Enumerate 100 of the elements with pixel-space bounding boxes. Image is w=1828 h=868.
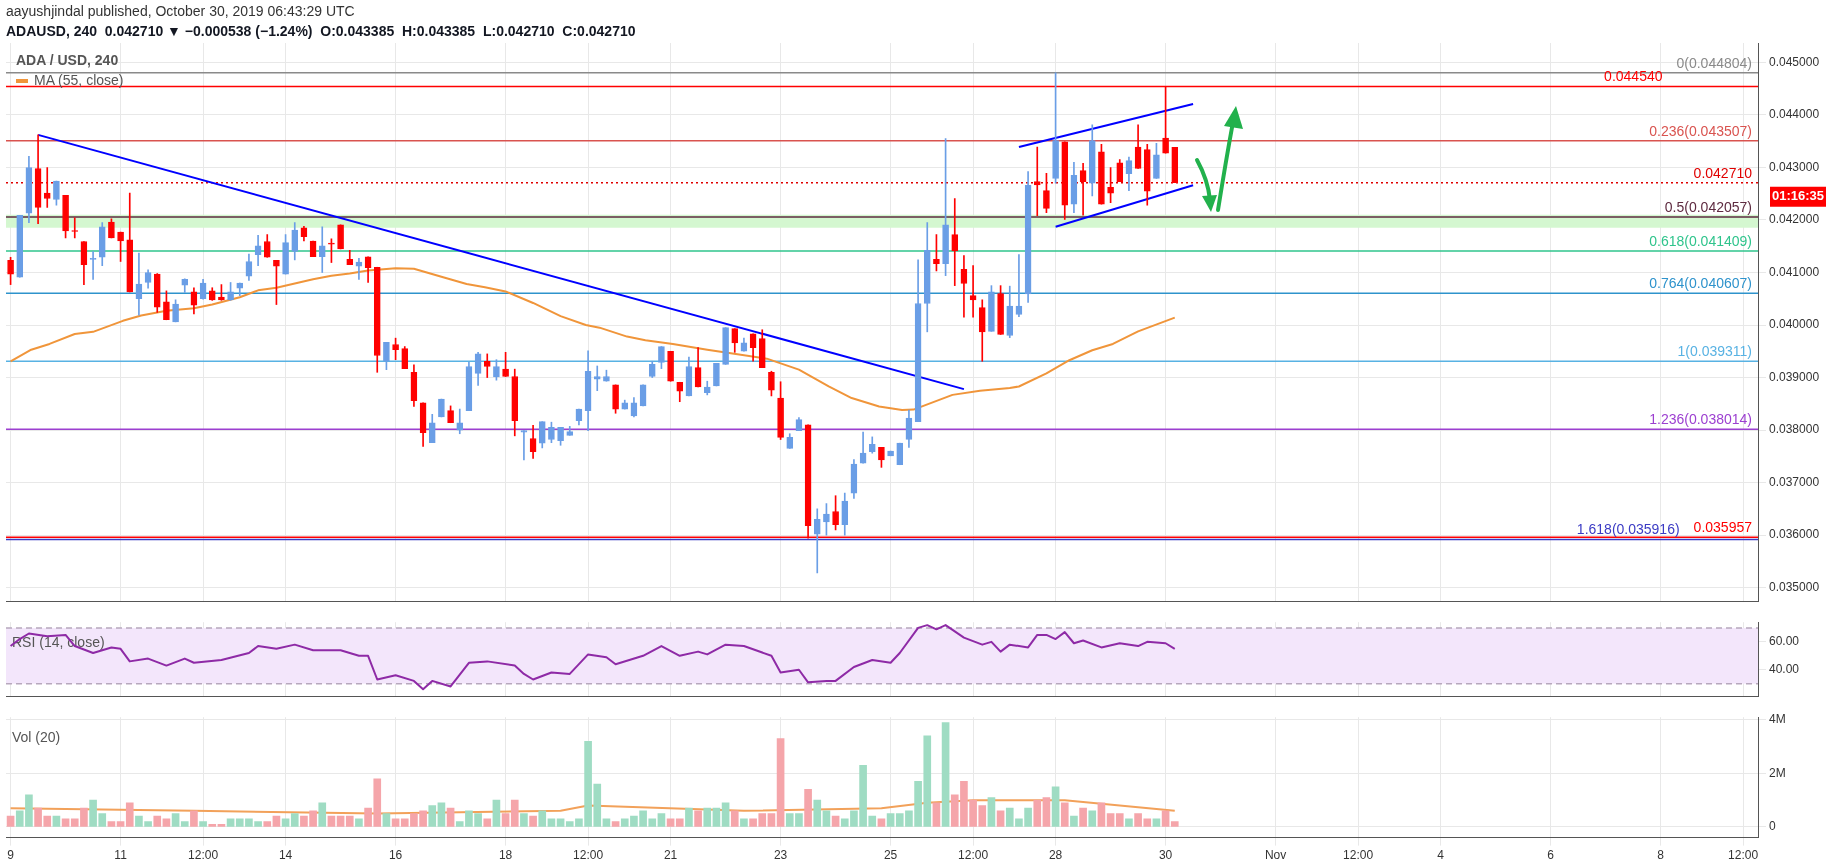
x-tick-label: Nov [1264, 848, 1287, 863]
bar [685, 807, 693, 827]
bar [611, 821, 620, 827]
x-tick-label: 6 [1547, 848, 1555, 863]
x-tick-label: 14 [278, 848, 293, 863]
candlestick [355, 258, 363, 280]
bar [1161, 810, 1170, 827]
ref-line-label: 1.236(0.038014) [1649, 411, 1752, 428]
y-tick-label: 0.045000 [1769, 54, 1820, 69]
y-tick-label: 40.00 [1769, 662, 1800, 677]
bar [336, 815, 345, 827]
bar [153, 815, 162, 827]
x-tick-label: 21 [663, 848, 678, 863]
bar [217, 823, 226, 827]
y-tick-label: 0.043000 [1769, 159, 1820, 174]
bar [501, 813, 510, 827]
bar [767, 813, 776, 827]
candlestick [813, 508, 821, 574]
text: aayushjindal published, October 30, 2019 06:43:29 UTC [6, 2, 355, 19]
bar [1088, 810, 1097, 827]
bar [190, 810, 198, 827]
candlestick [483, 353, 491, 378]
y-tick-label: 0.039000 [1769, 369, 1820, 384]
bar [1051, 786, 1060, 827]
x-tick-label: 18 [498, 848, 513, 863]
x-tick-label: 9 [7, 848, 15, 863]
text: Vol (20) [12, 729, 61, 746]
bar [730, 810, 739, 827]
bar [804, 789, 812, 827]
bar [538, 810, 547, 827]
y-tick-label: 0.035000 [1769, 579, 1820, 594]
bar [822, 810, 831, 827]
y-tick-label: 0.037000 [1769, 474, 1820, 489]
y-tick-label: 2M [1769, 765, 1786, 780]
y-tick-label: 0 [1769, 819, 1776, 834]
bar [382, 813, 391, 827]
bar [996, 810, 1005, 827]
candlestick [318, 226, 326, 273]
x-tick-label: 23 [773, 848, 788, 863]
bar [776, 738, 785, 827]
candlestick [951, 198, 959, 286]
bar [740, 818, 748, 827]
bar [1106, 813, 1115, 827]
bar [1097, 802, 1106, 827]
bar [208, 823, 217, 827]
x-tick-label: 25 [883, 848, 898, 863]
bar [886, 813, 895, 827]
y-tick-label: 0.044000 [1769, 107, 1820, 122]
ref-line-label: 1(0.039311) [1677, 343, 1752, 360]
bar [1170, 821, 1179, 827]
candlestick [969, 265, 977, 318]
y-tick-label: 0.040000 [1769, 317, 1820, 332]
legend-label: MA (55, close) [34, 71, 124, 88]
bar [1060, 802, 1069, 827]
bar [199, 821, 207, 827]
bar [510, 799, 519, 827]
bar [932, 802, 941, 827]
bar [1070, 815, 1078, 827]
y-tick-label: 0.041000 [1769, 264, 1820, 279]
bar [345, 815, 354, 827]
ref-line-label: 0(0.044804) [1676, 54, 1752, 71]
bar [180, 821, 189, 827]
bar [6, 815, 15, 827]
bar [116, 821, 125, 827]
bar [290, 813, 299, 827]
bar [171, 813, 180, 827]
x-tick-label: 12:00 [1728, 848, 1759, 863]
bar [703, 807, 712, 827]
bar [712, 807, 721, 827]
bar [355, 818, 363, 827]
candlestick [43, 167, 51, 208]
x-tick-label: 12:00 [188, 848, 219, 863]
bar [272, 815, 281, 827]
ref-line-label: 0.042710 [1693, 164, 1753, 181]
bar [327, 815, 336, 827]
bar [318, 802, 327, 827]
bar [813, 799, 822, 827]
ref-line-label: 0.236(0.043507) [1649, 122, 1752, 139]
ref-line-label: 0.035957 [1693, 519, 1753, 536]
bar [52, 815, 61, 827]
x-tick-label: 12:00 [1343, 848, 1374, 863]
x-tick-label: 30 [1158, 848, 1173, 863]
ref-line-label: 0.5(0.042057) [1664, 198, 1752, 215]
bar [483, 818, 492, 827]
bar [107, 821, 116, 827]
bar [1079, 807, 1087, 827]
ref-line-label: 0.764(0.040607) [1649, 275, 1752, 292]
bar [941, 722, 950, 827]
bar [657, 813, 666, 827]
bar [428, 805, 437, 827]
bar [675, 818, 684, 827]
text: ADA / USD, 240 [16, 51, 119, 68]
bar [1115, 813, 1124, 827]
bar [694, 810, 702, 827]
bar [437, 802, 446, 827]
bar [1033, 799, 1042, 827]
bar [831, 815, 840, 827]
bar [1042, 797, 1051, 827]
text: 01:16:35 [1771, 188, 1825, 204]
bar [987, 797, 996, 827]
